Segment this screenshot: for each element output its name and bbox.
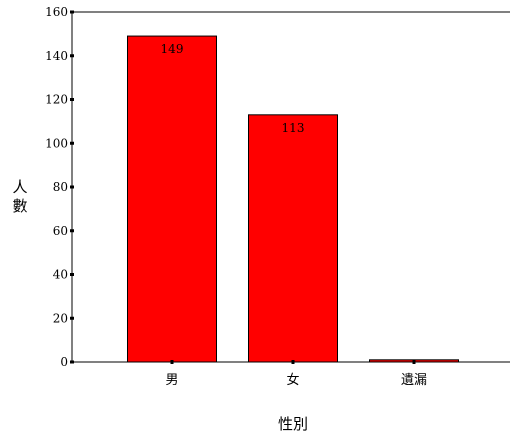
y-tick-label: 80 — [53, 180, 68, 194]
data-label: 149 — [161, 42, 184, 56]
y-tick-label: 140 — [45, 49, 68, 63]
y-axis-title-char: 人 — [12, 178, 27, 196]
y-tick-label: 120 — [45, 93, 68, 107]
y-tick — [70, 98, 74, 101]
y-axis-title: 人數 — [12, 178, 27, 215]
y-tick — [70, 229, 74, 233]
bar — [248, 114, 338, 363]
x-tick-label: 女 — [286, 372, 299, 388]
y-tick — [70, 360, 74, 364]
y-tick-label: 20 — [53, 311, 68, 325]
data-label: 113 — [282, 121, 305, 135]
x-tick-label: 男 — [165, 373, 178, 388]
x-axis-title: 性別 — [278, 415, 308, 433]
x-tick — [291, 360, 295, 364]
labels-layer: 0 20 40 60 80 100 120 140 160 男 149 女 113 遺漏 — [45, 5, 427, 388]
y-tick-label: 160 — [45, 5, 68, 19]
bar — [127, 35, 217, 363]
y-tick-label: 0 — [60, 355, 68, 369]
y-tick-label: 40 — [53, 268, 68, 282]
y-tick — [70, 54, 74, 58]
y-tick — [70, 185, 74, 189]
y-axis-title-char: 數 — [12, 197, 27, 215]
x-tick — [170, 360, 174, 364]
y-tick — [70, 273, 74, 276]
bars-layer — [127, 35, 459, 363]
axes-layer — [70, 10, 510, 364]
y-tick — [70, 10, 74, 14]
x-tick — [412, 360, 416, 364]
y-tick-label: 100 — [45, 136, 68, 150]
y-tick — [70, 316, 74, 320]
x-tick-label: 遺漏 — [401, 372, 427, 388]
y-tick — [70, 141, 74, 145]
y-tick-label: 60 — [53, 224, 68, 238]
